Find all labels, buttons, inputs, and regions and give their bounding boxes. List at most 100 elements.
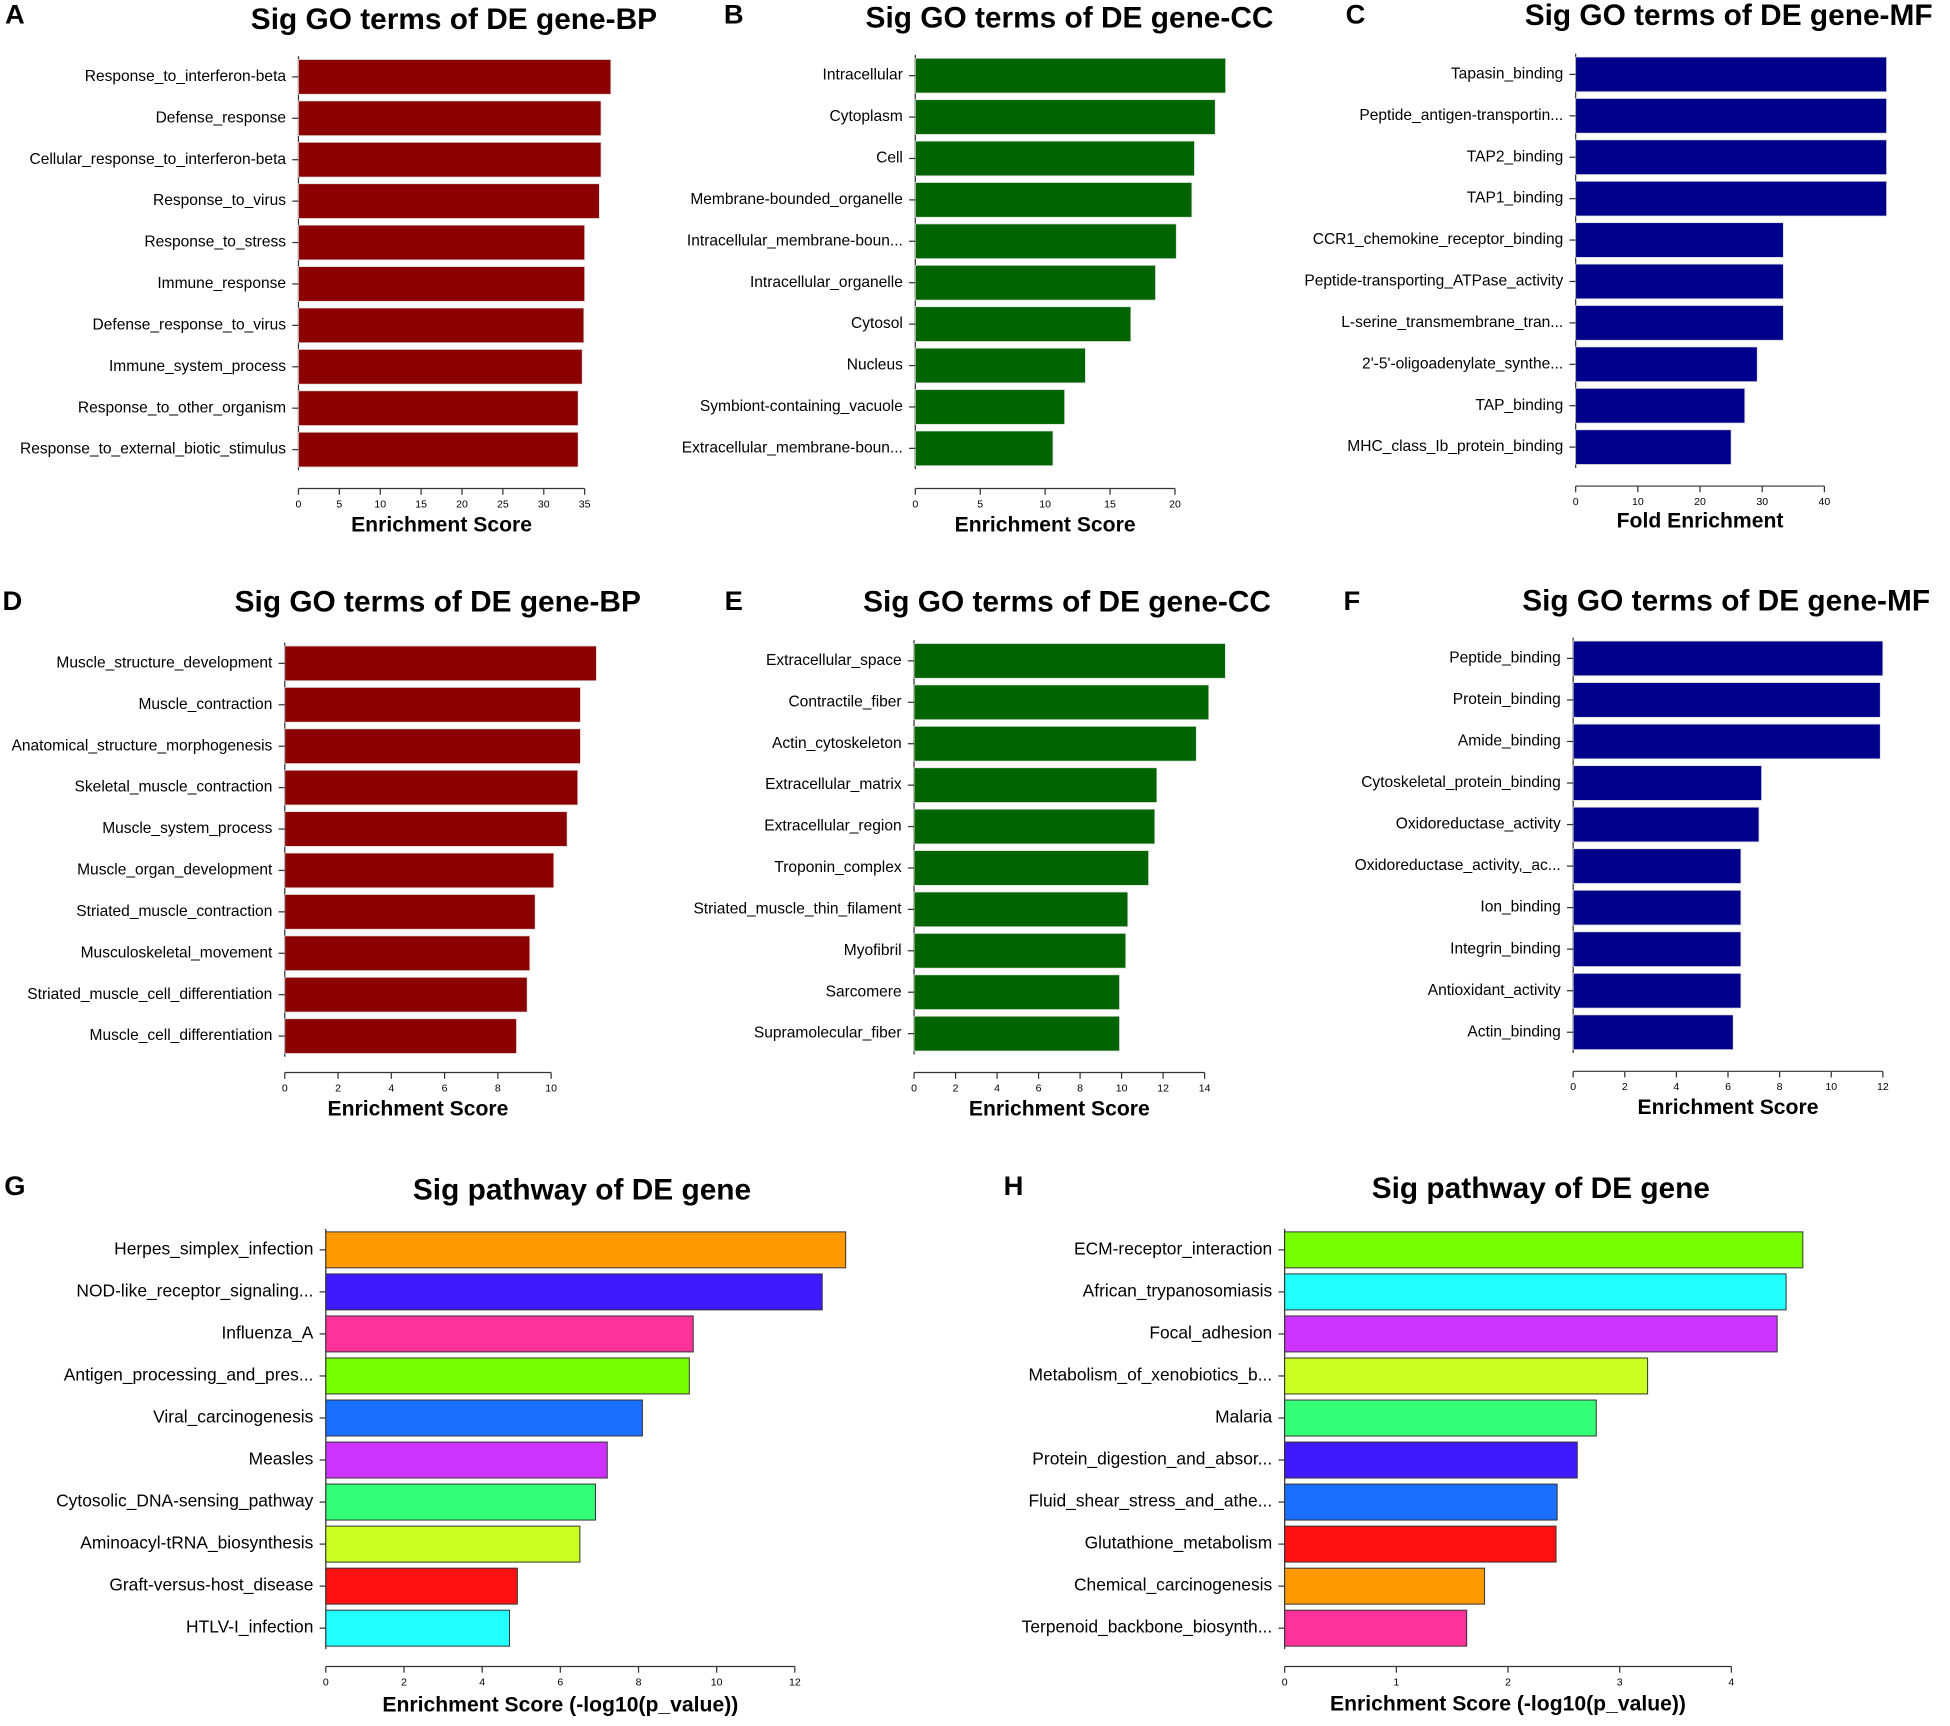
category-label: TAP1_binding xyxy=(1467,190,1563,207)
panel-letter: A xyxy=(5,0,25,29)
bar xyxy=(914,182,1193,218)
category-label: Myofibril xyxy=(844,942,902,959)
bar xyxy=(1575,263,1784,300)
category-label: Extracellular_region xyxy=(764,818,901,835)
category-label: L-serine_transmembrane_tran... xyxy=(1341,314,1563,331)
category-label: Amide_binding xyxy=(1458,733,1561,750)
x-tick-label: 0 xyxy=(1570,1081,1576,1093)
category-label: Antioxidant_activity xyxy=(1428,982,1561,999)
bar xyxy=(913,891,1129,928)
category-label: Protein_digestion_and_absor... xyxy=(1032,1449,1272,1469)
category-label: Peptide-transporting_ATPase_activity xyxy=(1304,273,1563,290)
x-tick-label: 4 xyxy=(479,1676,485,1688)
category-label: Contractile_fiber xyxy=(788,693,901,710)
bar xyxy=(284,811,568,847)
bar xyxy=(1575,180,1887,217)
bar xyxy=(1575,98,1887,134)
category-label: Musculoskeletal_movement xyxy=(81,944,273,961)
chart-title: Sig GO terms of DE gene-MF xyxy=(1522,585,1930,618)
panel-letter: B xyxy=(724,0,744,29)
x-tick-label: 2 xyxy=(1505,1676,1511,1688)
bar xyxy=(298,59,612,95)
bar xyxy=(325,1567,518,1605)
x-tick-label: 0 xyxy=(323,1676,329,1688)
bar xyxy=(298,431,579,468)
category-label: Defense_response_to_virus xyxy=(93,316,287,333)
bar xyxy=(298,141,602,178)
x-tick-label: 20 xyxy=(1169,498,1181,510)
category-label: Extracellular_space xyxy=(766,652,902,669)
category-label: Striated_muscle_thin_filament xyxy=(693,900,902,917)
bar xyxy=(1575,387,1746,424)
category-label: Response_to_virus xyxy=(153,192,286,209)
x-tick-label: 0 xyxy=(1573,496,1579,508)
category-label: Influenza_A xyxy=(221,1323,313,1343)
category-label: Response_to_external_biotic_stimulus xyxy=(20,441,286,458)
x-tick-label: 4 xyxy=(1673,1081,1679,1093)
bar xyxy=(914,347,1086,384)
category-label: Extracellular_membrane-boun... xyxy=(682,439,903,456)
category-label: Striated_muscle_cell_differentiation xyxy=(27,986,272,1003)
bar xyxy=(284,728,581,764)
x-tick-label: 0 xyxy=(282,1082,288,1094)
x-tick-label: 2 xyxy=(335,1082,341,1094)
x-tick-label: 2 xyxy=(953,1082,959,1094)
panel-letter: D xyxy=(3,585,23,616)
bar xyxy=(284,687,581,723)
bar xyxy=(1284,1441,1578,1479)
x-tick-label: 4 xyxy=(388,1082,394,1094)
bar xyxy=(325,1231,847,1269)
bar xyxy=(1575,139,1887,175)
bar xyxy=(298,266,586,302)
x-tick-label: 10 xyxy=(1632,496,1644,508)
bar xyxy=(298,390,579,426)
panel-letter: C xyxy=(1346,0,1366,29)
bar xyxy=(913,974,1120,1010)
category-label: Peptide_antigen-transportin... xyxy=(1359,107,1563,124)
panel-letter: E xyxy=(725,585,743,616)
category-label: Aminoacyl-tRNA_biosynthesis xyxy=(80,1533,313,1553)
bar xyxy=(913,725,1197,762)
bar xyxy=(1572,640,1884,677)
category-label: Intracellular_organelle xyxy=(750,274,903,291)
category-label: Cytoskeletal_protein_binding xyxy=(1361,774,1561,791)
category-label: Measles xyxy=(249,1449,314,1469)
category-label: Antigen_processing_and_pres... xyxy=(64,1365,314,1385)
bar xyxy=(284,1018,517,1054)
x-tick-label: 20 xyxy=(1694,496,1706,508)
bar xyxy=(914,264,1156,301)
bar xyxy=(914,57,1226,94)
category-label: Ion_binding xyxy=(1480,899,1560,916)
bar xyxy=(1284,1273,1787,1311)
bar xyxy=(914,223,1177,260)
bar xyxy=(1572,1014,1734,1050)
x-tick-label: 4 xyxy=(994,1082,1000,1094)
x-axis-label: Enrichment Score xyxy=(955,513,1136,536)
bar xyxy=(1572,931,1742,967)
bar xyxy=(1284,1525,1557,1563)
chart-title: Sig pathway of DE gene xyxy=(413,1173,751,1206)
bar xyxy=(298,307,585,344)
x-axis-label: Enrichment Score xyxy=(1638,1096,1819,1119)
x-axis-label: Enrichment Score xyxy=(351,513,532,536)
x-tick-label: 12 xyxy=(1157,1082,1169,1094)
x-tick-label: 30 xyxy=(538,498,550,510)
x-tick-label: 8 xyxy=(1777,1081,1783,1093)
x-tick-label: 0 xyxy=(296,498,302,510)
category-label: Membrane-bounded_organelle xyxy=(690,191,903,208)
x-tick-label: 6 xyxy=(442,1082,448,1094)
bar xyxy=(913,684,1210,721)
category-label: Sarcomere xyxy=(826,983,902,1000)
bar xyxy=(325,1357,690,1395)
x-tick-label: 10 xyxy=(545,1082,557,1094)
category-label: TAP_binding xyxy=(1475,397,1563,414)
bar xyxy=(284,976,528,1013)
bar xyxy=(284,852,555,889)
bar xyxy=(284,645,597,682)
bar xyxy=(914,306,1132,342)
bar xyxy=(1575,56,1887,93)
category-label: Actin_binding xyxy=(1467,1023,1560,1040)
category-label: Nucleus xyxy=(847,357,903,374)
bar xyxy=(1575,222,1784,258)
category-label: Cytosol xyxy=(851,315,903,332)
